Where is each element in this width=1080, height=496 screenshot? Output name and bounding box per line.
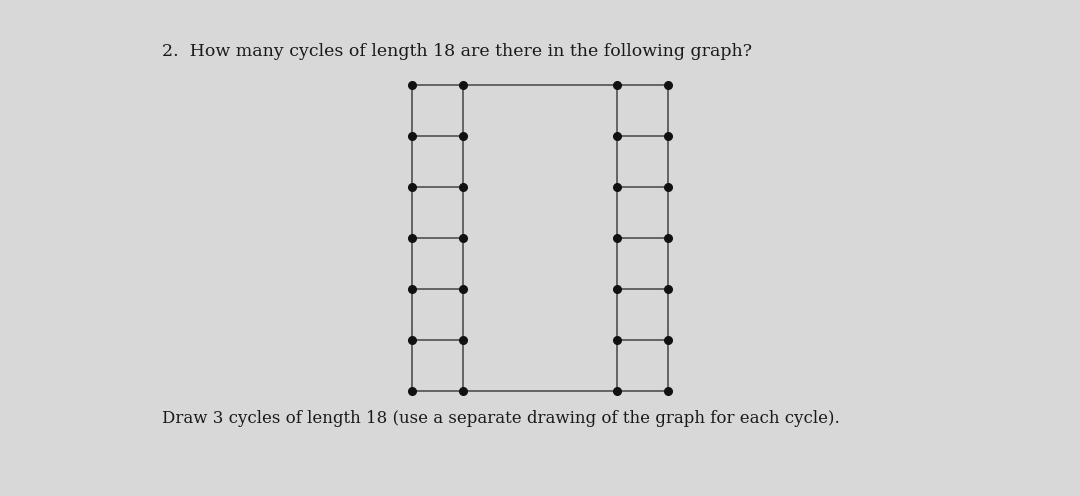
Text: Draw 3 cycles of length 18 (use a separate drawing of the graph for each cycle).: Draw 3 cycles of length 18 (use a separa… <box>162 410 840 427</box>
Text: 2.  How many cycles of length 18 are there in the following graph?: 2. How many cycles of length 18 are ther… <box>162 43 753 60</box>
